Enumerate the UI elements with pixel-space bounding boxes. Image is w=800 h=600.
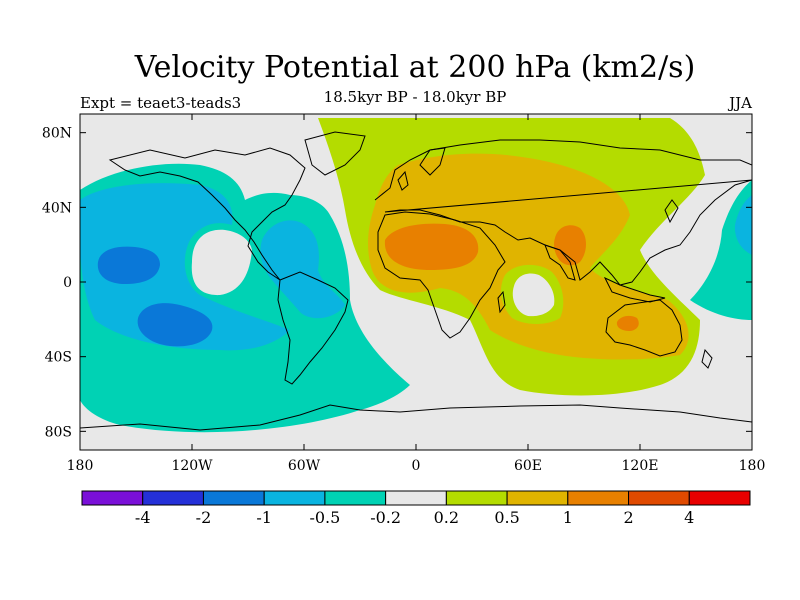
latitude-axis: 80N 40N 0 40S 80S	[42, 126, 752, 440]
map-plot-area	[80, 114, 752, 450]
colorbar-label: 1	[563, 508, 573, 527]
plot-subtitle: 18.5kyr BP - 18.0kyr BP	[323, 88, 507, 106]
colorbar-swatch	[263, 490, 326, 506]
contour-neg-05-east	[734, 195, 752, 255]
contour-near-zero-indian-3	[512, 273, 555, 317]
contour-pos-1-africa	[384, 223, 479, 270]
contour-neg-02-east	[690, 180, 752, 320]
coast-australia	[605, 299, 683, 357]
coast-india	[544, 244, 576, 281]
contour-neg-05-pacific	[80, 183, 290, 351]
contour-near-zero-pacific	[191, 229, 252, 296]
colorbar-swatch	[385, 490, 447, 506]
colorbar-label: 2	[623, 508, 633, 527]
coast-scandinavia	[419, 147, 446, 176]
lon-tick-label: 180	[67, 458, 94, 474]
coast-new-zealand	[701, 348, 713, 369]
lon-tick-label: 0	[412, 458, 421, 474]
colorbar-swatch	[202, 490, 265, 506]
colorbar-swatch	[142, 490, 204, 506]
colorbar-label: 0.5	[494, 508, 519, 527]
coast-uk	[397, 170, 409, 191]
coast-greenland	[304, 131, 366, 176]
colorbar-label: -4	[135, 508, 151, 527]
lat-tick-label: 0	[63, 275, 72, 291]
lat-tick-label: 80N	[42, 126, 72, 142]
lon-tick-label: 120W	[171, 458, 213, 474]
longitude-axis: 180 120W 60W 0 60E 120E 180	[67, 114, 766, 474]
colorbar-swatch	[81, 490, 144, 506]
colorbar-swatch	[628, 490, 690, 506]
colorbar-swatch	[688, 490, 751, 506]
colorbar-label: -2	[196, 508, 212, 527]
colorbar-swatch	[567, 490, 630, 506]
contour-pos-1-india	[554, 225, 586, 266]
contour-neg-05-americas	[260, 220, 345, 319]
lat-tick-label: 40N	[42, 200, 72, 216]
contour-pos-1-australia	[616, 315, 639, 331]
colorbar-label: -0.2	[370, 508, 401, 527]
colorbar-label: 0.2	[434, 508, 459, 527]
coast-antarctica	[80, 404, 752, 431]
lon-tick-label: 180	[739, 458, 766, 474]
coast-south-america	[277, 271, 349, 385]
coast-japan	[664, 199, 679, 224]
contour-pos-05	[368, 153, 689, 360]
lon-tick-label: 120E	[622, 458, 659, 474]
lon-tick-label: 60E	[514, 458, 542, 474]
colorbar-label: 4	[684, 508, 694, 527]
lat-tick-label: 80S	[45, 424, 72, 440]
colorbar-swatch	[506, 490, 569, 506]
coastlines	[80, 131, 752, 431]
colorbar-swatch	[324, 490, 387, 506]
lat-tick-label: 40S	[45, 350, 72, 366]
plot-title: Velocity Potential at 200 hPa (km2/s)	[134, 50, 696, 85]
lon-tick-label: 60W	[288, 458, 321, 474]
colorbar-swatch	[445, 490, 508, 506]
coast-madagascar	[497, 290, 506, 314]
colorbar-label: -0.5	[309, 508, 340, 527]
coast-north-america	[108, 147, 306, 281]
contour-neg-1-south	[137, 303, 213, 347]
colorbar: -4 -2 -1 -0.5 -0.2 0.2 0.5 1 2 4	[81, 490, 751, 527]
season-label: JJA	[729, 94, 752, 112]
coast-africa	[377, 211, 506, 339]
contour-neg-1-north	[97, 246, 160, 284]
experiment-label: Expt = teaet3-teads3	[80, 94, 242, 112]
colorbar-label: -1	[256, 508, 272, 527]
coast-se-asia	[603, 276, 666, 303]
